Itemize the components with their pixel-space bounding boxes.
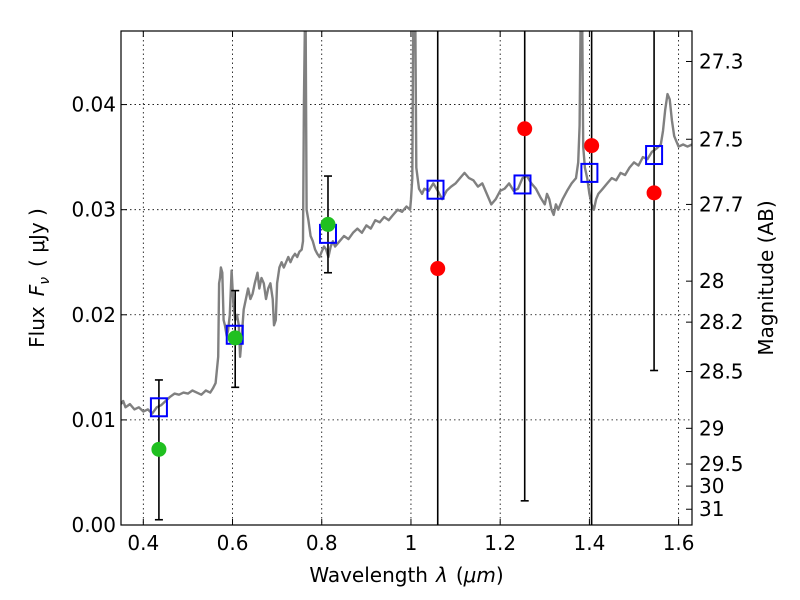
grid [121,31,692,526]
mag-tick-label: 28.2 [699,310,744,334]
x-axis-unit: μm [463,563,496,587]
x-tick-label: 0.6 [217,531,249,555]
mag-tick-label: 28.5 [699,360,744,384]
y-axis-unit: ( μJy ) [25,208,49,267]
x-tick-label: 1 [405,531,418,555]
model-square [513,174,532,195]
mag-tick-label: 27.5 [699,127,744,151]
y-tick-label: 0.04 [71,93,116,117]
plot-area [121,31,692,525]
x-tick-label: 0.4 [127,531,159,555]
y-axis-symbol-sub: ν [37,277,53,285]
y-axis-label: Flux Fν ( μJy ) [25,208,53,348]
mag-tick-label: 30 [699,474,724,498]
error-bars [154,31,659,525]
model-square [426,179,445,200]
upper-limit-point [646,185,662,201]
markers [149,121,664,457]
spectrum-line [121,31,692,415]
mag-tick-label: 29 [699,416,724,440]
model-square [580,162,599,183]
y-tick-label: 0.02 [71,303,116,327]
x-tick-label: 1.6 [663,531,695,555]
x-tick-label: 1.2 [484,531,516,555]
y-tick-label: 0.00 [71,513,116,537]
x-axis-label: Wavelength λ (μm) [309,563,503,587]
x-axis-label-text: Wavelength [309,563,428,587]
x-axis-unit-close: ) [496,563,504,587]
y-axis-label-text: Flux [25,306,49,348]
detection-point [151,441,167,457]
axis-ticks: 0.4 0.6 0.8 1 1.2 1.4 1.6 0.00 0.01 0.02 0.03 0.04 2… [71,31,744,555]
detection-point [320,216,336,232]
upper-limit-point [517,121,533,137]
mag-tick-label: 31 [699,497,724,521]
y-tick-label: 0.01 [71,408,116,432]
mag-tick-label: 27.7 [699,192,744,216]
model-square [149,397,168,418]
x-tick-label: 1.4 [573,531,605,555]
x-axis-unit-open: ( [456,563,464,587]
mag-tick-label: 27.3 [699,49,744,73]
y-tick-label: 0.03 [71,198,116,222]
axes-frame [120,30,693,526]
model-square [645,145,664,166]
mag-tick-label: 29.5 [699,452,744,476]
y-axis-symbol: F [25,284,49,296]
upper-limit-point [430,261,446,277]
detection-point [227,330,243,346]
right-axis-label: Magnitude (AB) [754,200,778,355]
x-tick-label: 0.8 [306,531,338,555]
x-axis-lambda: λ [435,563,448,587]
mag-tick-label: 28 [699,269,724,293]
upper-limit-point [584,138,600,154]
